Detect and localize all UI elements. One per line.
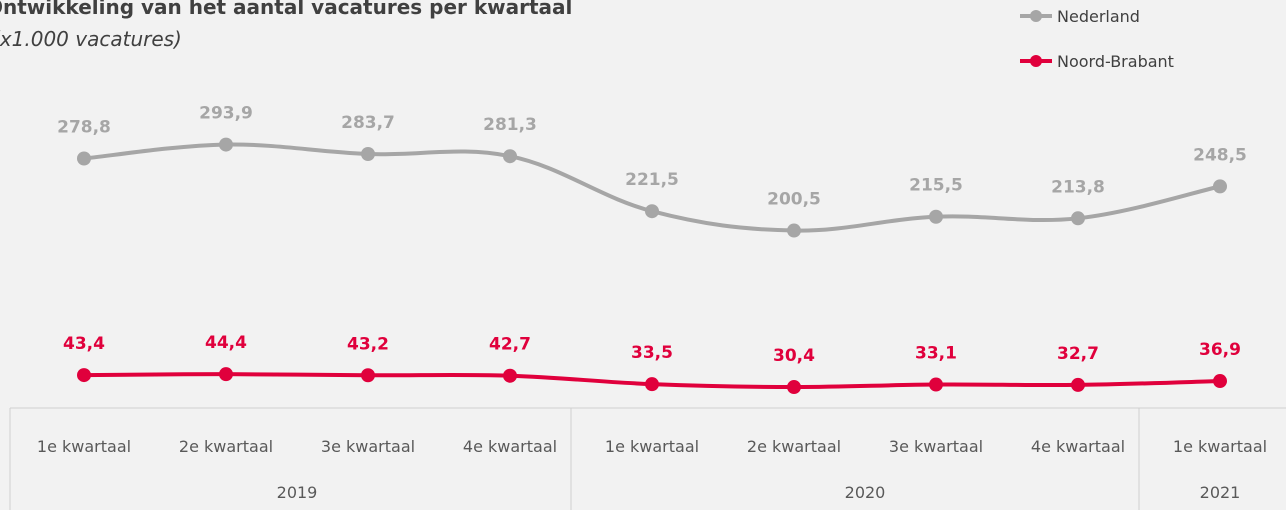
point — [645, 204, 659, 219]
point — [503, 149, 517, 164]
data-label: 278,8 — [57, 118, 111, 138]
point — [361, 146, 375, 161]
point — [929, 377, 943, 392]
x-tick-label: 4e kwartaal — [463, 437, 557, 456]
x-tick-label: 3e kwartaal — [889, 437, 983, 456]
data-label: 43,4 — [63, 334, 105, 354]
data-label: 44,4 — [205, 333, 247, 353]
point — [1071, 377, 1085, 392]
point — [929, 209, 943, 224]
data-label: 36,9 — [1199, 340, 1241, 360]
point — [787, 380, 801, 395]
data-label: 281,3 — [483, 115, 537, 135]
point — [219, 137, 233, 152]
x-tick-label: 2e kwartaal — [747, 437, 841, 456]
x-tick-label: 1e kwartaal — [605, 437, 699, 456]
x-group-label: 2021 — [1200, 483, 1241, 502]
data-label: 43,2 — [347, 334, 389, 354]
point — [219, 367, 233, 382]
x-tick-label: 3e kwartaal — [321, 437, 415, 456]
chart-subtitle: (x1.000 vacatures) — [0, 27, 182, 51]
x-group-label: 2019 — [277, 483, 318, 502]
point — [1213, 179, 1227, 194]
legend-label: Nederland — [1057, 7, 1140, 26]
point — [503, 368, 517, 383]
data-label: 200,5 — [767, 190, 821, 210]
point — [77, 151, 91, 166]
legend-marker — [1030, 10, 1042, 22]
data-label: 215,5 — [909, 176, 963, 196]
data-label: 213,8 — [1051, 177, 1105, 197]
x-tick-label: 4e kwartaal — [1031, 437, 1125, 456]
data-label: 33,1 — [915, 344, 957, 364]
data-label: 283,7 — [341, 113, 395, 133]
x-tick-label: 1e kwartaal — [37, 437, 131, 456]
x-tick-label: 1e kwartaal — [1173, 437, 1267, 456]
point — [361, 368, 375, 383]
x-group-label: 2020 — [845, 483, 886, 502]
data-label: 42,7 — [489, 335, 531, 355]
data-label: 248,5 — [1193, 145, 1247, 165]
chart-title: Ontwikkeling van het aantal vacatures pe… — [0, 0, 572, 19]
data-label: 221,5 — [625, 170, 679, 190]
x-tick-label: 2e kwartaal — [179, 437, 273, 456]
data-label: 32,7 — [1057, 344, 1099, 364]
data-label: 33,5 — [631, 343, 673, 363]
data-label: 293,9 — [199, 104, 253, 124]
point — [77, 368, 91, 383]
point — [787, 223, 801, 238]
data-label: 30,4 — [773, 346, 815, 366]
legend-marker — [1030, 55, 1042, 67]
point — [1213, 374, 1227, 389]
point — [1071, 211, 1085, 226]
legend-label: Noord-Brabant — [1057, 52, 1174, 71]
point — [645, 377, 659, 392]
